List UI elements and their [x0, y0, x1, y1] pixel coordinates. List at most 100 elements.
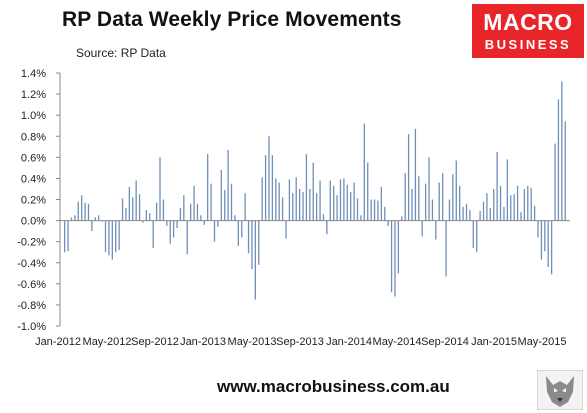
bar [530, 187, 532, 221]
bar [213, 220, 216, 242]
bar [472, 220, 474, 248]
bar [292, 193, 294, 221]
bar [258, 220, 260, 265]
bar [142, 220, 144, 223]
bar [373, 199, 376, 221]
bar [237, 220, 239, 246]
bar [271, 155, 274, 221]
bar [288, 179, 291, 221]
bar [550, 220, 553, 275]
bar [70, 217, 73, 221]
bar [329, 180, 331, 221]
bar [244, 193, 246, 221]
bar [159, 157, 161, 221]
bar [564, 121, 566, 221]
bar [503, 206, 505, 221]
bar [353, 182, 355, 221]
bar [111, 220, 113, 260]
bar [462, 206, 464, 221]
bar [125, 207, 127, 221]
bar [380, 186, 382, 221]
bar [499, 185, 502, 221]
bar [322, 214, 325, 221]
bar [172, 220, 175, 238]
bar [200, 215, 202, 221]
bar [87, 203, 90, 221]
bar [404, 173, 406, 221]
bar [523, 188, 526, 221]
bar [176, 220, 178, 228]
bar [431, 199, 434, 221]
bar [482, 201, 485, 221]
bar [166, 220, 168, 226]
bar-series [64, 81, 566, 300]
bar [74, 215, 76, 221]
bar [295, 177, 297, 221]
bar [363, 123, 365, 221]
bar [98, 215, 100, 221]
bar [448, 199, 451, 221]
bar [67, 220, 69, 252]
bar [401, 216, 403, 221]
bar [533, 205, 536, 221]
bar [333, 185, 335, 221]
bar [390, 220, 393, 293]
bar [169, 220, 171, 244]
bar [397, 220, 400, 274]
y-axis-ticks: 1.4% 1.2% 1.0% 0.8% 0.6% 0.4% 0.2% 0.0% -0.2% -0.… [17, 68, 60, 333]
website-url: www.macrobusiness.com.au [217, 377, 450, 396]
bar [540, 220, 543, 260]
bar [179, 207, 182, 221]
bar [285, 220, 287, 239]
bar [275, 178, 277, 221]
y-tick-label: -0.4% [17, 258, 46, 270]
bar [438, 182, 440, 221]
bar [196, 203, 199, 221]
bar [217, 220, 219, 227]
bar [516, 185, 519, 221]
bar [230, 183, 233, 221]
bar [193, 185, 195, 221]
bar [384, 206, 386, 221]
bar [435, 220, 437, 240]
bar [387, 220, 389, 226]
bar [316, 193, 318, 221]
bar [479, 211, 481, 221]
bar [278, 182, 280, 221]
x-tick-label: Jan-2015 [471, 336, 517, 348]
bar [108, 220, 110, 256]
bar [261, 177, 263, 221]
y-tick-label: 0.2% [21, 195, 46, 207]
bar [336, 195, 338, 221]
y-tick-label: 1.4% [21, 68, 46, 80]
wolf-logo-icon [537, 370, 583, 410]
bar [489, 207, 491, 221]
x-tick-label: Sep-2013 [276, 336, 324, 348]
bar [152, 220, 154, 248]
bar [370, 199, 372, 221]
bar [360, 215, 362, 221]
bar [91, 220, 93, 232]
bar [162, 199, 165, 221]
chart-source: Source: RP Data [76, 46, 166, 60]
chart-title: RP Data Weekly Price Movements [62, 8, 402, 31]
bar [418, 176, 420, 221]
y-tick-label: 0.4% [21, 173, 46, 185]
bar [452, 174, 454, 221]
bar [149, 213, 151, 221]
bar [424, 183, 427, 221]
y-tick-label: -1.0% [17, 321, 46, 333]
y-tick-label: 0.8% [21, 131, 46, 143]
bar [94, 217, 96, 221]
bar [183, 195, 185, 221]
bar [554, 143, 556, 221]
bar [77, 201, 79, 221]
bar [557, 99, 560, 221]
bar [309, 188, 311, 221]
bar [186, 220, 188, 255]
y-tick-label: -0.2% [17, 237, 46, 249]
bar [496, 152, 498, 221]
bar [469, 210, 471, 221]
bar [135, 180, 137, 221]
